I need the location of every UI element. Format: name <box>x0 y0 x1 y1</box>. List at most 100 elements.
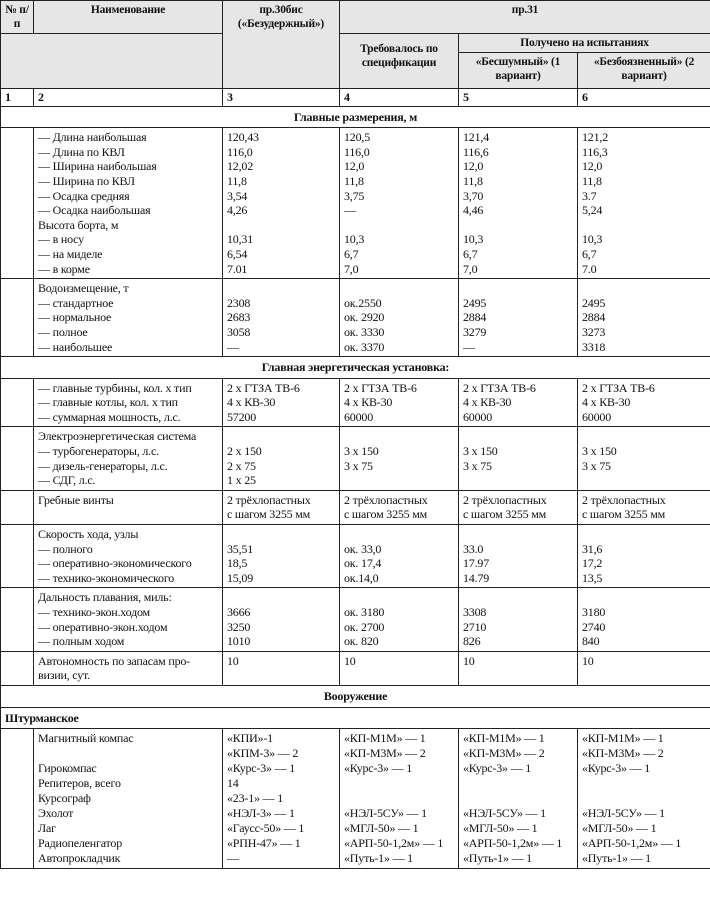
cell-line: ок. 3370 <box>344 339 385 354</box>
value-cell: «КП-М1М» — 1 «КП-М3М» — 2 «Курс-3» — 1 «НЭЛ… <box>458 728 578 870</box>
header-name: Наименование <box>33 0 223 34</box>
cell-line: 4 х КВ-30 <box>227 395 276 410</box>
cell-line: 3 х 150 <box>463 444 498 459</box>
cell-line <box>227 429 335 444</box>
cell-line: «Курс-3» — 1 <box>582 761 651 776</box>
cell-line: Курсограф <box>38 791 91 806</box>
cell-line: 2 х ГТЗА ТВ-6 <box>344 380 417 395</box>
value-cell: «КП-М1М» — 1 «КП-М3М» — 2 «Курс-3» — 1 «НЭЛ… <box>576 728 710 870</box>
cell-line: ок. 2700 <box>344 619 385 634</box>
cell-line: 6,7 <box>344 246 359 261</box>
cell-line: 12,0 <box>582 159 603 174</box>
cell-line: «НЭЛ-3» — 1 <box>227 806 295 821</box>
header-pr31: пр.31 <box>338 0 710 34</box>
value-cell: 31,6 17,2 13,5 <box>576 524 710 589</box>
cell-line: 60000 <box>463 409 493 424</box>
cell-line: «КП-М3М» — 2 <box>344 746 426 761</box>
row-number <box>0 426 34 491</box>
table-row: Водоизмещение, т — стандартное — нормально… <box>0 278 710 358</box>
cell-line: «НЭЛ-5СУ» — 1 <box>582 806 665 821</box>
cell-line: 18,5 <box>227 556 248 571</box>
cell-line: — турбогенераторы, л.с. <box>38 444 159 459</box>
value-cell: 2308 2683 3058— <box>222 278 340 358</box>
cell-line: «АРП-50-1,2м» — 1 <box>344 836 444 851</box>
cell-line: 2710 <box>463 619 487 634</box>
cell-line: 14 <box>227 776 239 791</box>
cell-line <box>582 776 706 791</box>
cell-line: 116,3 <box>582 144 608 159</box>
cell-line: «НЭЛ-5СУ» — 1 <box>463 806 546 821</box>
cell-line: 60000 <box>344 409 374 424</box>
row-number <box>0 377 34 428</box>
cell-line <box>463 429 573 444</box>
table-row: Автономность по запасам про-визии, сут. 1… <box>0 650 710 686</box>
cell-line: Дальность плавания, миль: <box>38 590 172 605</box>
cell-line: с шагом 3255 мм <box>344 507 428 522</box>
cell-line: — Ширина наибольшая <box>38 159 157 174</box>
parameter-name: — Длина наибольшая — Длина по КВЛ — Ширина… <box>33 127 223 280</box>
value-cell: 121,4 116,6 12,0 11,8 3,70 4,46 10,3 6,7 7,0 <box>458 127 578 280</box>
cell-line: 2308 <box>227 295 251 310</box>
cell-line <box>582 281 706 296</box>
section-title: Главная энергетическая установка: <box>0 356 710 379</box>
cell-line: 57200 <box>227 409 257 424</box>
header-obtained: Получено на испытаниях <box>457 33 710 53</box>
header-blank <box>0 33 223 89</box>
parameter-name: Электроэнергетическая система — турбогене… <box>33 426 223 491</box>
cell-line: 2884 <box>582 310 606 325</box>
cell-line: 4 х КВ-30 <box>582 395 631 410</box>
cell-line: 10,31 <box>227 232 254 247</box>
cell-line: 3308 <box>463 605 487 619</box>
row-number <box>0 127 34 280</box>
cell-line: — Осадка средняя <box>38 188 130 203</box>
cell-line: 3.7 <box>582 188 597 203</box>
cell-line: 4,46 <box>463 203 484 218</box>
cell-line: «Путь-1» — 1 <box>344 851 413 866</box>
cell-line: «Путь-1» — 1 <box>463 851 532 866</box>
cell-line: 10,3 <box>344 232 365 247</box>
cell-line: 10,3 <box>463 232 484 247</box>
cell-line: — на миделе <box>38 246 103 261</box>
cell-line: Гребные винты <box>38 492 114 507</box>
value-cell: 3666 3250 1010 <box>222 587 340 652</box>
cell-line: — полного <box>38 541 93 556</box>
cell-line: 3279 <box>463 324 487 339</box>
cell-line: «КПМ-3» — 2 <box>227 746 299 761</box>
column-number: 5 <box>458 88 578 107</box>
cell-line <box>463 218 573 233</box>
cell-line: 17.97 <box>463 556 490 571</box>
value-cell: 2 х ГТЗА ТВ-6 4 х КВ-30 60000 <box>576 377 710 428</box>
cell-line: 3,54 <box>227 188 248 203</box>
cell-line: 121,2 <box>582 130 609 145</box>
parameter-name: Автономность по запасам про-визии, сут. <box>33 650 223 686</box>
cell-line: «КП-М3М» — 2 <box>582 746 664 761</box>
column-number: 1 <box>0 88 34 107</box>
cell-line: 1 х 25 <box>227 473 256 488</box>
cell-line: «КП-М3М» — 2 <box>463 746 545 761</box>
column-number: 4 <box>339 88 459 107</box>
cell-line: 10 <box>344 653 356 668</box>
cell-line: 2683 <box>227 310 251 325</box>
cell-line: с шагом 3255 мм <box>463 507 547 522</box>
cell-line: Репитеров, всего <box>38 776 121 791</box>
cell-line: 121,4 <box>463 130 490 145</box>
cell-line <box>344 218 454 233</box>
value-cell: ок.2550 ок. 2920 ок. 3330 ок. 3370 <box>339 278 459 358</box>
column-number: 6 <box>576 88 710 107</box>
cell-line: 31,6 <box>582 541 603 556</box>
cell-line: 2 х ГТЗА ТВ-6 <box>463 380 536 395</box>
cell-line <box>227 527 335 542</box>
table-row: — главные турбины, кол. х тип — главные к… <box>0 377 710 428</box>
cell-line: 10 <box>227 653 239 668</box>
value-cell: 2495 2884 3279— <box>458 278 578 358</box>
cell-line: 116,0 <box>227 144 253 159</box>
cell-line: 60000 <box>582 409 612 424</box>
cell-line: — наибольшее <box>38 339 113 354</box>
cell-line: Эхолот <box>38 806 74 821</box>
cell-line: 6,54 <box>227 246 248 261</box>
cell-line <box>344 776 454 791</box>
cell-line: — в корме <box>38 261 90 276</box>
value-cell: 2 трёхлопастных с шагом 3255 мм <box>222 489 340 526</box>
